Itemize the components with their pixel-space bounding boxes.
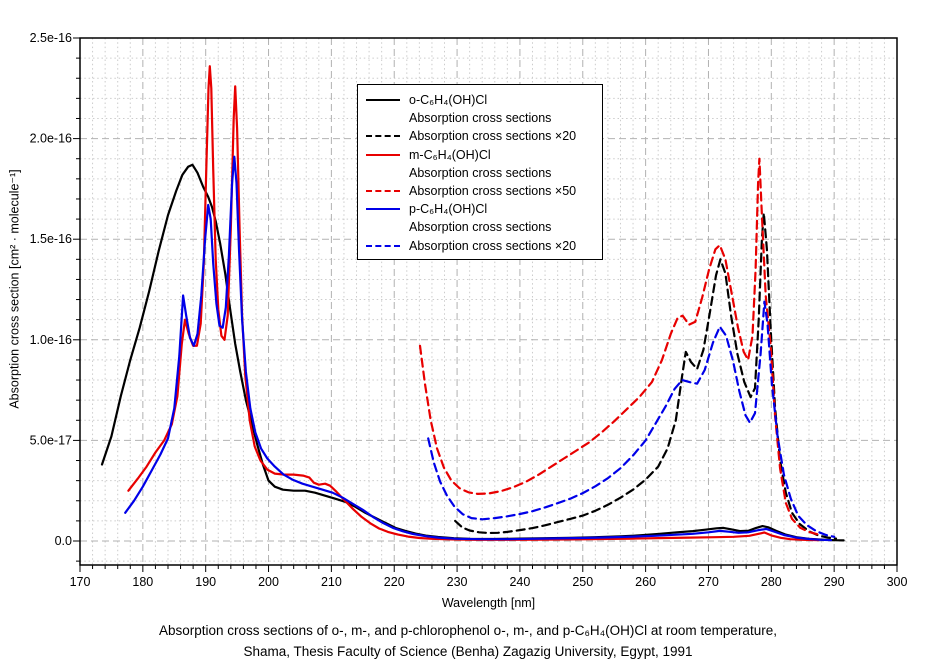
legend-label: p-C₆H₄(OH)Cl [409,202,488,217]
legend-row: Absorption cross sections [366,164,602,182]
legend-solid-line-sample [366,153,400,156]
series-m-x50-dashed [418,157,820,536]
legend-label: Absorption cross sections ×20 [409,129,577,144]
legend-row: Absorption cross sections ×50 [366,182,602,200]
y-tick-label: 2.0e-16 [30,132,72,146]
legend-label: Absorption cross sections ×20 [409,238,577,253]
series-m-solid [127,65,820,542]
series-o-x20-dashed [454,211,838,540]
legend-label: Absorption cross sections [409,111,552,126]
x-axis-title: Wavelength [nm] [441,596,536,610]
legend-row: Absorption cross sections [366,218,602,236]
legend-row: p-C₆H₄(OH)Cl [366,200,602,218]
series-o-solid [100,163,845,542]
x-tick-label: 170 [70,575,91,589]
legend-label: Absorption cross sections ×50 [409,184,577,199]
series-p-x20-dashed [427,300,836,538]
legend-label: Absorption cross sections [409,220,552,235]
y-tick-label: 5.0e-17 [30,433,72,447]
y-tick-label: 1.5e-16 [30,232,72,246]
x-tick-label: 280 [761,575,782,589]
x-tick-label: 290 [824,575,845,589]
series-p-solid [124,155,833,542]
legend-label: o-C₆H₄(OH)Cl [409,93,488,108]
legend-row: Absorption cross sections ×20 [366,237,602,255]
caption-line-1: Absorption cross sections of o-, m-, and… [159,623,777,638]
x-tick-label: 250 [572,575,593,589]
legend-label: Absorption cross sections [409,165,552,180]
x-tick-label: 210 [321,575,342,589]
x-tick-label: 220 [384,575,405,589]
legend-label: m-C₆H₄(OH)Cl [409,147,491,162]
y-axis-title: Absorption cross section [cm² · molecule… [7,169,22,409]
legend-row: o-C₆H₄(OH)Cl [366,91,602,109]
x-tick-label: 300 [887,575,908,589]
legend-row: m-C₆H₄(OH)Cl [366,146,602,164]
x-tick-label: 230 [447,575,468,589]
figure-caption: Absorption cross sections of o-, m-, and… [0,620,936,662]
legend-solid-line-sample [366,99,400,102]
x-tick-label: 270 [698,575,719,589]
x-tick-label: 200 [258,575,279,589]
y-tick-label: 1.0e-16 [30,333,72,347]
y-tick-label: 2.5e-16 [30,31,72,45]
legend-solid-line-sample [366,208,400,211]
x-tick-label: 240 [509,575,530,589]
chart-legend: o-C₆H₄(OH)Cl Absorption cross sections Abs… [357,84,603,260]
y-tick-label: 0.0 [55,534,72,548]
legend-row: Absorption cross sections [366,109,602,127]
x-tick-label: 260 [635,575,656,589]
legend-row: Absorption cross sections ×20 [366,127,602,145]
legend-dashed-line-sample [366,244,400,247]
legend-dashed-line-sample [366,135,400,138]
legend-dashed-line-sample [366,190,400,193]
plot-frame [79,37,898,566]
caption-line-2: Shama, Thesis Faculty of Science (Benha)… [243,644,693,659]
x-tick-label: 180 [132,575,153,589]
x-tick-label: 190 [195,575,216,589]
